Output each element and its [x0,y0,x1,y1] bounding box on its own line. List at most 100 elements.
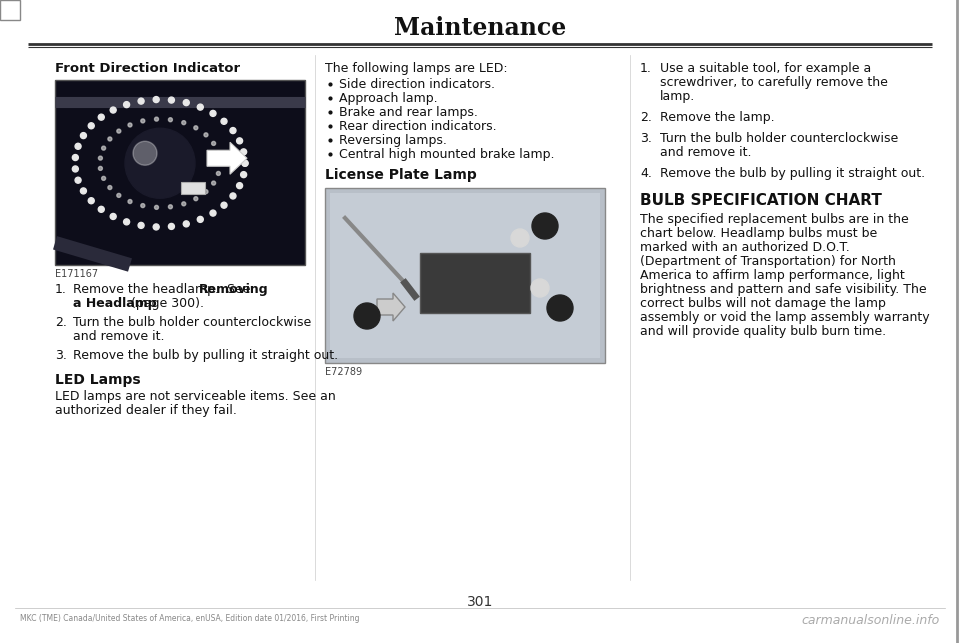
Text: 1.: 1. [55,283,67,296]
Text: Remove the bulb by pulling it straight out.: Remove the bulb by pulling it straight o… [73,349,338,362]
Circle shape [133,141,157,165]
Circle shape [72,154,79,161]
Circle shape [108,137,112,141]
Text: America to affirm lamp performance, light: America to affirm lamp performance, ligh… [640,269,904,282]
Text: Rear direction indicators.: Rear direction indicators. [339,120,496,133]
Circle shape [98,114,105,120]
Text: assembly or void the lamp assembly warranty: assembly or void the lamp assembly warra… [640,311,929,324]
Text: E171167: E171167 [55,269,98,279]
Circle shape [183,100,189,105]
Text: License Plate Lamp: License Plate Lamp [325,168,477,182]
Text: 2.: 2. [640,111,652,124]
Circle shape [141,119,145,123]
Circle shape [128,123,132,127]
Circle shape [88,197,94,204]
Text: 3.: 3. [640,132,652,145]
Text: LED Lamps: LED Lamps [55,373,140,387]
Text: and remove it.: and remove it. [73,330,164,343]
Text: Approach lamp.: Approach lamp. [339,92,438,105]
Text: 1: 1 [556,302,564,314]
Circle shape [124,219,130,225]
Circle shape [81,132,86,139]
Circle shape [197,104,204,110]
Text: and will provide quality bulb burn time.: and will provide quality bulb burn time. [640,325,886,338]
Circle shape [117,129,121,133]
Text: correct bulbs will not damage the lamp: correct bulbs will not damage the lamp [640,297,886,310]
Text: Turn the bulb holder counterclockwise: Turn the bulb holder counterclockwise [73,316,311,329]
Text: The specified replacement bulbs are in the: The specified replacement bulbs are in t… [640,213,909,226]
Circle shape [75,143,81,149]
Circle shape [168,118,173,122]
Circle shape [155,205,158,210]
Circle shape [88,123,94,129]
Circle shape [125,128,195,198]
Circle shape [102,176,106,181]
Text: (page 300).: (page 300). [127,297,204,310]
Circle shape [230,193,236,199]
Circle shape [138,222,144,228]
Circle shape [183,221,189,227]
Text: Use a suitable tool, for example a: Use a suitable tool, for example a [660,62,872,75]
Text: brightness and pattern and safe visibility. The: brightness and pattern and safe visibili… [640,283,926,296]
Text: Remove the headlamp.  See: Remove the headlamp. See [73,283,254,296]
Text: BULB SPECIFICATION CHART: BULB SPECIFICATION CHART [640,193,882,208]
Circle shape [75,177,81,183]
Text: Central high mounted brake lamp.: Central high mounted brake lamp. [339,148,555,161]
Text: authorized dealer if they fail.: authorized dealer if they fail. [55,404,237,417]
Text: and remove it.: and remove it. [660,146,752,159]
Polygon shape [207,142,247,174]
Circle shape [181,121,186,125]
Circle shape [110,213,116,219]
Circle shape [72,166,79,172]
Circle shape [138,98,144,104]
Circle shape [210,111,216,116]
Text: carmanualsonline.info: carmanualsonline.info [802,614,940,627]
Polygon shape [377,293,405,321]
Circle shape [210,210,216,216]
Circle shape [511,229,529,247]
Text: (Department of Transportation) for North: (Department of Transportation) for North [640,255,896,268]
Circle shape [216,151,221,155]
Circle shape [221,202,227,208]
Text: 4.: 4. [640,167,652,180]
Circle shape [211,181,216,185]
Text: 2: 2 [540,219,549,233]
Text: Side direction indicators.: Side direction indicators. [339,78,495,91]
Text: The following lamps are LED:: The following lamps are LED: [325,62,508,75]
Circle shape [154,224,159,230]
Circle shape [216,172,221,176]
Circle shape [168,204,173,209]
Circle shape [230,127,236,134]
Circle shape [124,102,130,107]
Text: Remove the bulb by pulling it straight out.: Remove the bulb by pulling it straight o… [660,167,925,180]
Circle shape [236,138,243,144]
Bar [0,0,20,20]
Text: Remove the lamp.: Remove the lamp. [660,111,775,124]
Bar [325,188,605,363]
Text: lamp.: lamp. [660,90,695,103]
Circle shape [181,202,186,206]
Text: 1.: 1. [640,62,652,75]
Text: chart below. Headlamp bulbs must be: chart below. Headlamp bulbs must be [640,227,877,240]
Text: MKC (TME) Canada/United States of America, enUSA, Edition date 01/2016, First Pr: MKC (TME) Canada/United States of Americ… [20,614,359,623]
Text: E72789: E72789 [325,367,362,377]
Circle shape [155,117,158,121]
Circle shape [241,149,247,155]
Circle shape [221,118,227,124]
Text: a Headlamp: a Headlamp [73,297,156,310]
Circle shape [99,156,103,160]
Circle shape [98,206,105,212]
Circle shape [218,161,222,165]
Circle shape [194,126,198,130]
Circle shape [128,199,132,204]
Text: Turn the bulb holder counterclockwise: Turn the bulb holder counterclockwise [660,132,899,145]
Circle shape [218,161,222,165]
Circle shape [204,133,208,137]
Circle shape [102,146,106,150]
Text: Maintenance: Maintenance [394,16,566,40]
Circle shape [236,183,243,188]
Circle shape [242,160,248,167]
Text: Brake and rear lamps.: Brake and rear lamps. [339,106,478,119]
Circle shape [211,141,216,145]
Text: Reversing lamps.: Reversing lamps. [339,134,446,147]
